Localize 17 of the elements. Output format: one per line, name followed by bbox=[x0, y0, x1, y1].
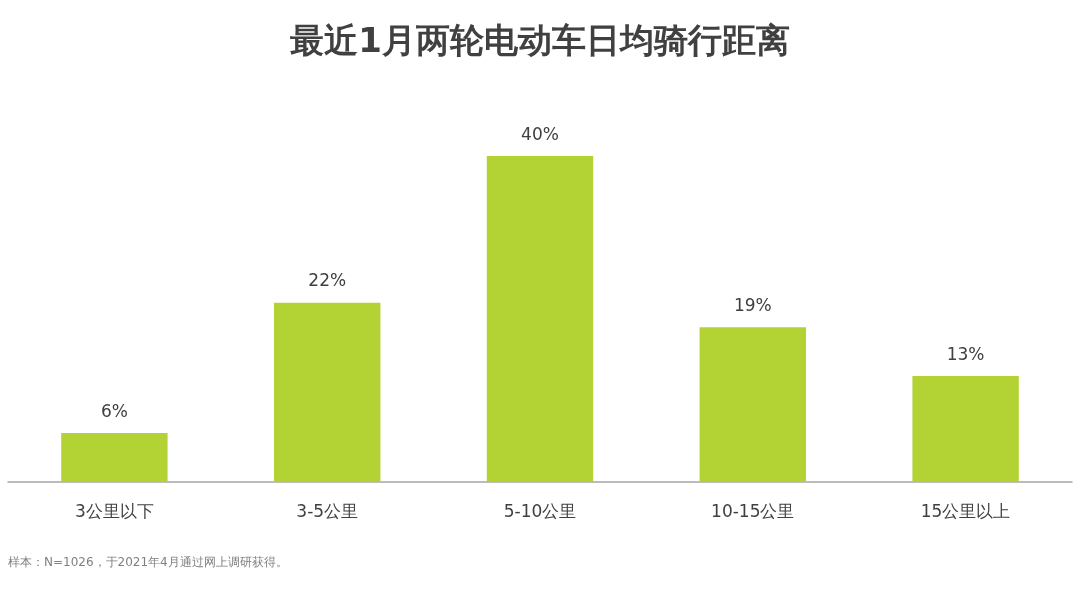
x-tick-label: 5-10公里 bbox=[503, 500, 577, 521]
data-label: 13% bbox=[946, 343, 985, 364]
bar bbox=[274, 302, 381, 482]
x-tick-label: 15公里以上 bbox=[920, 500, 1011, 521]
data-label: 22% bbox=[308, 270, 347, 291]
x-tick-label: 3-5公里 bbox=[296, 500, 359, 521]
text: 样本：N=1026，于2021年4月通过网上调研获得。 bbox=[8, 555, 288, 569]
data-label: 6% bbox=[100, 400, 128, 421]
x-tick-label: 10-15公里 bbox=[711, 500, 795, 521]
bar bbox=[61, 433, 168, 482]
data-label: 40% bbox=[521, 123, 559, 144]
chart-title: 最近1月两轮电动车日均骑行距离 bbox=[290, 20, 790, 60]
data-label: 19% bbox=[733, 294, 772, 315]
bar bbox=[486, 156, 594, 482]
bar bbox=[699, 327, 806, 482]
x-tick-label: 3公里以下 bbox=[74, 500, 154, 521]
bar bbox=[912, 376, 1019, 482]
